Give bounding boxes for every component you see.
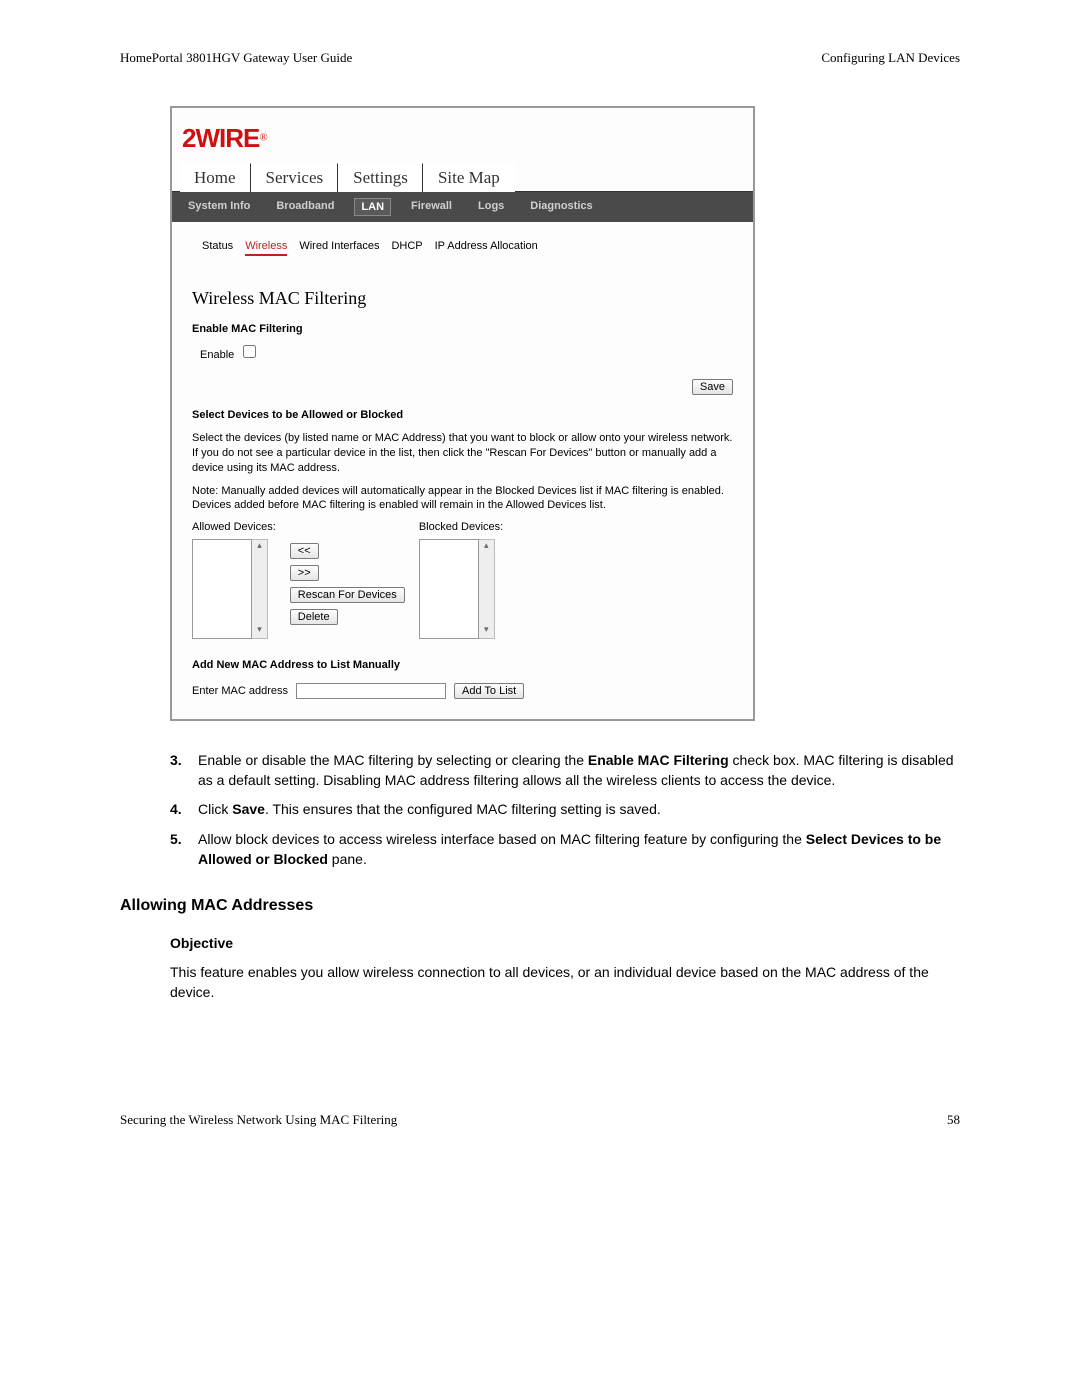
instruction-item: 3. Enable or disable the MAC filtering b… bbox=[170, 751, 960, 790]
sub-sub-nav: Status Wireless Wired Interfaces DHCP IP… bbox=[172, 222, 753, 260]
desc-2: Note: Manually added devices will automa… bbox=[192, 484, 733, 514]
tab-services[interactable]: Services bbox=[251, 163, 339, 192]
desc-1: Select the devices (by listed name or MA… bbox=[192, 431, 733, 476]
tab-sitemap[interactable]: Site Map bbox=[423, 163, 515, 192]
delete-button[interactable]: Delete bbox=[290, 609, 338, 625]
blocked-label: Blocked Devices: bbox=[419, 521, 503, 533]
instruction-text: Enable or disable the MAC filtering by s… bbox=[198, 751, 960, 790]
page-header: HomePortal 3801HGV Gateway User Guide Co… bbox=[120, 50, 960, 66]
brand-logo: 2WIRE bbox=[182, 123, 259, 153]
mac-input-row: Enter MAC address Add To List bbox=[192, 683, 733, 699]
enable-heading: Enable MAC Filtering bbox=[192, 323, 733, 335]
mac-address-input[interactable] bbox=[296, 683, 446, 699]
ssnav-ipalloc[interactable]: IP Address Allocation bbox=[435, 240, 538, 256]
save-row: Save bbox=[192, 379, 733, 395]
scroll-up-icon[interactable]: ▴ bbox=[479, 540, 494, 554]
page-title: Wireless MAC Filtering bbox=[192, 288, 733, 309]
section-h3: Objective bbox=[170, 935, 960, 951]
main-tabs: Home Services Settings Site Map bbox=[172, 162, 753, 192]
blocked-col: Blocked Devices: ▴ ▾ bbox=[419, 521, 503, 639]
tab-home[interactable]: Home bbox=[180, 163, 251, 192]
allowed-col: Allowed Devices: ▴ ▾ bbox=[192, 521, 276, 639]
enable-checkbox[interactable] bbox=[243, 345, 256, 358]
ssnav-status[interactable]: Status bbox=[202, 240, 233, 256]
header-left: HomePortal 3801HGV Gateway User Guide bbox=[120, 50, 352, 66]
move-left-button[interactable]: << bbox=[290, 543, 319, 559]
header-right: Configuring LAN Devices bbox=[821, 50, 960, 66]
instruction-num: 5. bbox=[170, 830, 198, 869]
select-heading: Select Devices to be Allowed or Blocked bbox=[192, 409, 733, 421]
move-right-button[interactable]: >> bbox=[290, 565, 319, 581]
instruction-item: 5. Allow block devices to access wireles… bbox=[170, 830, 960, 869]
content-pane: Wireless MAC Filtering Enable MAC Filter… bbox=[172, 260, 753, 719]
tab-settings[interactable]: Settings bbox=[338, 163, 423, 192]
instruction-item: 4. Click Save. This ensures that the con… bbox=[170, 800, 960, 820]
brand-area: 2WIRE® bbox=[172, 108, 753, 162]
footer-right: 58 bbox=[947, 1112, 960, 1128]
subnav-diagnostics[interactable]: Diagnostics bbox=[524, 198, 598, 216]
enable-row: Enable bbox=[200, 345, 733, 361]
save-button[interactable]: Save bbox=[692, 379, 733, 395]
ssnav-dhcp[interactable]: DHCP bbox=[391, 240, 422, 256]
instruction-num: 4. bbox=[170, 800, 198, 820]
instruction-text: Allow block devices to access wireless i… bbox=[198, 830, 960, 869]
instruction-list: 3. Enable or disable the MAC filtering b… bbox=[170, 751, 960, 869]
subnav-firewall[interactable]: Firewall bbox=[405, 198, 458, 216]
brand-reg: ® bbox=[259, 132, 267, 144]
enter-mac-label: Enter MAC address bbox=[192, 685, 288, 697]
scroll-down-icon[interactable]: ▾ bbox=[479, 624, 494, 638]
add-to-list-button[interactable]: Add To List bbox=[454, 683, 524, 699]
ssnav-wired[interactable]: Wired Interfaces bbox=[299, 240, 379, 256]
device-lists: Allowed Devices: ▴ ▾ << >> Rescan For De… bbox=[192, 521, 733, 639]
sub-nav: System Info Broadband LAN Firewall Logs … bbox=[172, 192, 753, 222]
enable-label: Enable bbox=[200, 349, 234, 361]
instruction-text: Click Save. This ensures that the config… bbox=[198, 800, 960, 820]
subnav-systeminfo[interactable]: System Info bbox=[182, 198, 256, 216]
blocked-listbox[interactable] bbox=[419, 539, 479, 639]
blocked-scrollbar[interactable]: ▴ ▾ bbox=[479, 539, 495, 639]
page-footer: Securing the Wireless Network Using MAC … bbox=[120, 1112, 960, 1128]
router-ui-screenshot: 2WIRE® Home Services Settings Site Map S… bbox=[170, 106, 755, 721]
add-heading: Add New MAC Address to List Manually bbox=[192, 659, 733, 671]
subnav-logs[interactable]: Logs bbox=[472, 198, 510, 216]
allowed-label: Allowed Devices: bbox=[192, 521, 276, 533]
allowed-listbox-wrap: ▴ ▾ bbox=[192, 539, 276, 639]
subnav-lan[interactable]: LAN bbox=[354, 198, 391, 216]
allowed-listbox[interactable] bbox=[192, 539, 252, 639]
footer-left: Securing the Wireless Network Using MAC … bbox=[120, 1112, 397, 1128]
allowed-scrollbar[interactable]: ▴ ▾ bbox=[252, 539, 268, 639]
middle-buttons: << >> Rescan For Devices Delete bbox=[290, 543, 405, 625]
ssnav-wireless[interactable]: Wireless bbox=[245, 240, 287, 256]
section-para: This feature enables you allow wireless … bbox=[170, 963, 960, 1002]
scroll-down-icon[interactable]: ▾ bbox=[252, 624, 267, 638]
scroll-up-icon[interactable]: ▴ bbox=[252, 540, 267, 554]
blocked-listbox-wrap: ▴ ▾ bbox=[419, 539, 503, 639]
section-h2: Allowing MAC Addresses bbox=[120, 897, 960, 915]
rescan-button[interactable]: Rescan For Devices bbox=[290, 587, 405, 603]
subnav-broadband[interactable]: Broadband bbox=[270, 198, 340, 216]
instruction-num: 3. bbox=[170, 751, 198, 790]
